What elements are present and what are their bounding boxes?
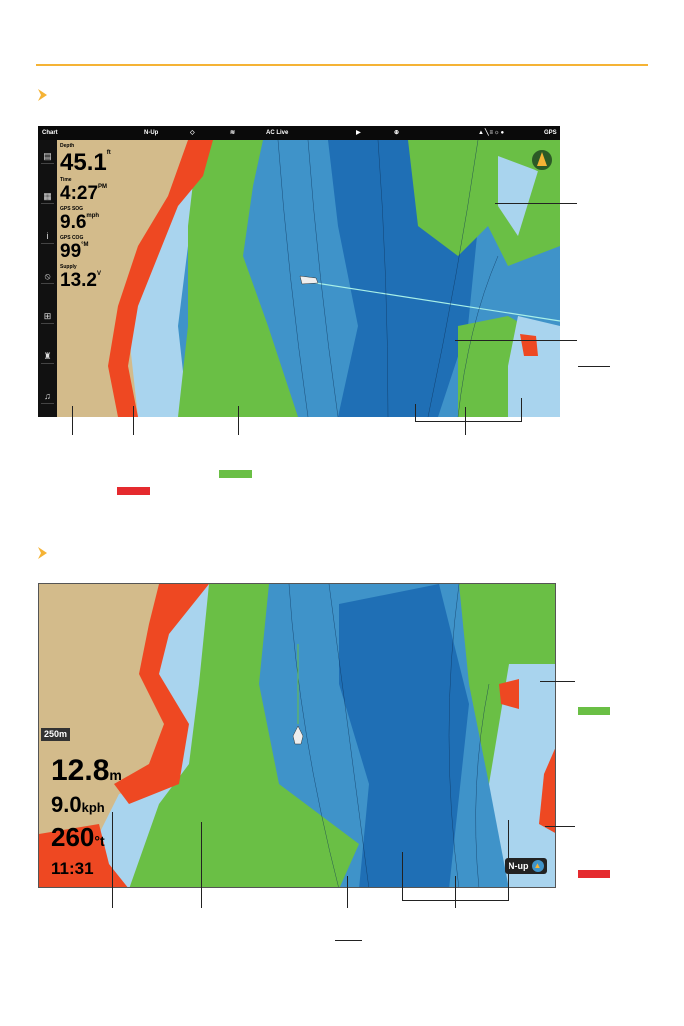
time-label: Time — [60, 177, 72, 183]
callout-line — [465, 407, 466, 435]
underline — [578, 366, 610, 367]
callout-line — [545, 826, 575, 827]
status-icons: ▲╲≡☼● — [478, 130, 506, 136]
callout-line — [415, 404, 416, 421]
time-value: 4:27 — [60, 183, 99, 204]
orientation-button[interactable]: N-up ▲ — [505, 858, 547, 874]
data-overlay: Depth 45.1ft Time 4:27PM GPS SOG 9.6mph GPS… — [60, 143, 111, 293]
callout-line — [455, 876, 456, 908]
waypoint-icon[interactable]: ◇ — [190, 130, 195, 136]
depth-unit: m — [109, 767, 122, 783]
heading-unit: °t — [94, 833, 105, 849]
contour-map — [38, 126, 560, 417]
speed-unit: kph — [81, 800, 105, 815]
time-box: Time 4:27PM — [60, 177, 111, 204]
depth-value: 12.8 — [51, 754, 110, 787]
heading-value: 260 — [51, 822, 95, 852]
scale-indicator: 250m — [41, 728, 71, 741]
cog-value: 99 — [60, 241, 82, 262]
motor-icon[interactable]: ♜ — [41, 350, 54, 364]
contour-map — [39, 584, 555, 887]
chart-icon[interactable]: ▤ — [41, 150, 54, 164]
navigation-icon[interactable]: ⦸ — [41, 270, 54, 284]
compass-icon: ▲ — [531, 860, 544, 872]
callout-line — [72, 406, 73, 435]
cog-unit: °M — [81, 242, 89, 248]
supply-box: Supply 13.2V — [60, 264, 111, 291]
boat-icon — [299, 275, 319, 285]
callout-line — [112, 812, 113, 908]
music-icon[interactable]: ♫ — [41, 390, 54, 404]
depth-unit: ft — [106, 150, 111, 156]
red-swatch — [578, 870, 610, 878]
underline — [335, 940, 362, 941]
supply-value: 13.2 — [60, 270, 97, 291]
callout-line — [495, 203, 577, 204]
chart-screenshot-1: Chart N-Up ◇ ≋ AC Live ▶ ⊕ ▲╲≡☼● GPS ▤ ▦… — [38, 126, 560, 417]
callout-line — [347, 876, 348, 908]
callout-line — [508, 820, 509, 900]
crosshair-icon[interactable]: ⊕ — [394, 130, 400, 136]
chart-screenshot-2: 250m 12.8m 9.0kph 260°t 11:31 N-up ▲ — [38, 583, 556, 888]
ac-live-button[interactable]: AC Live — [266, 130, 289, 136]
sog-box: GPS SOG 9.6mph — [60, 206, 111, 233]
left-sidebar: ▤ ▦ i ⦸ ⊞ ♜ ♫ — [38, 140, 57, 417]
gps-status: GPS — [544, 130, 557, 136]
green-swatch — [219, 470, 252, 478]
callout-line — [133, 406, 134, 435]
depth-value: 45.1 — [60, 149, 107, 176]
sog-label: GPS SOG — [60, 206, 84, 212]
callout-bracket — [415, 421, 522, 422]
sog-unit: mph — [86, 213, 100, 219]
cog-label: GPS COG — [60, 235, 84, 241]
supply-unit: V — [96, 271, 101, 277]
heading-readout: 260°t — [51, 824, 105, 852]
callout-line — [521, 398, 522, 421]
section-chevron-icon — [38, 547, 47, 559]
speed-value: 9.0 — [51, 792, 82, 817]
record-icon[interactable]: ▶ — [356, 130, 361, 136]
grid-icon[interactable]: ⊞ — [41, 310, 54, 324]
supply-label: Supply — [60, 264, 77, 270]
depth-box: Depth 45.1ft — [60, 143, 111, 175]
depth-readout: 12.8m — [51, 756, 122, 788]
layers-icon[interactable]: ≋ — [230, 130, 236, 136]
header-rule — [36, 64, 648, 66]
callout-line — [455, 340, 577, 341]
section-chevron-icon — [38, 89, 47, 101]
time-unit: PM — [98, 184, 108, 190]
top-bar: Chart N-Up ◇ ≋ AC Live ▶ ⊕ ▲╲≡☼● GPS — [38, 126, 560, 140]
sog-value: 9.6 — [60, 212, 87, 233]
fish-finder-icon[interactable]: i — [41, 230, 54, 244]
speed-readout: 9.0kph — [51, 794, 105, 818]
chart-title: Chart — [42, 130, 58, 136]
callout-line — [402, 852, 403, 900]
callout-line — [201, 822, 202, 908]
cog-box: GPS COG 99°M — [60, 235, 111, 262]
calendar-icon[interactable]: ▦ — [41, 190, 54, 204]
orientation-button[interactable]: N-Up — [144, 130, 159, 136]
red-swatch — [117, 487, 150, 495]
depth-label: Depth — [60, 143, 75, 149]
orientation-label: N-up — [508, 861, 529, 871]
green-swatch — [578, 707, 610, 715]
callout-line — [540, 681, 575, 682]
boat-icon — [292, 725, 304, 745]
time-readout: 11:31 — [51, 859, 94, 878]
callout-line — [238, 406, 239, 435]
